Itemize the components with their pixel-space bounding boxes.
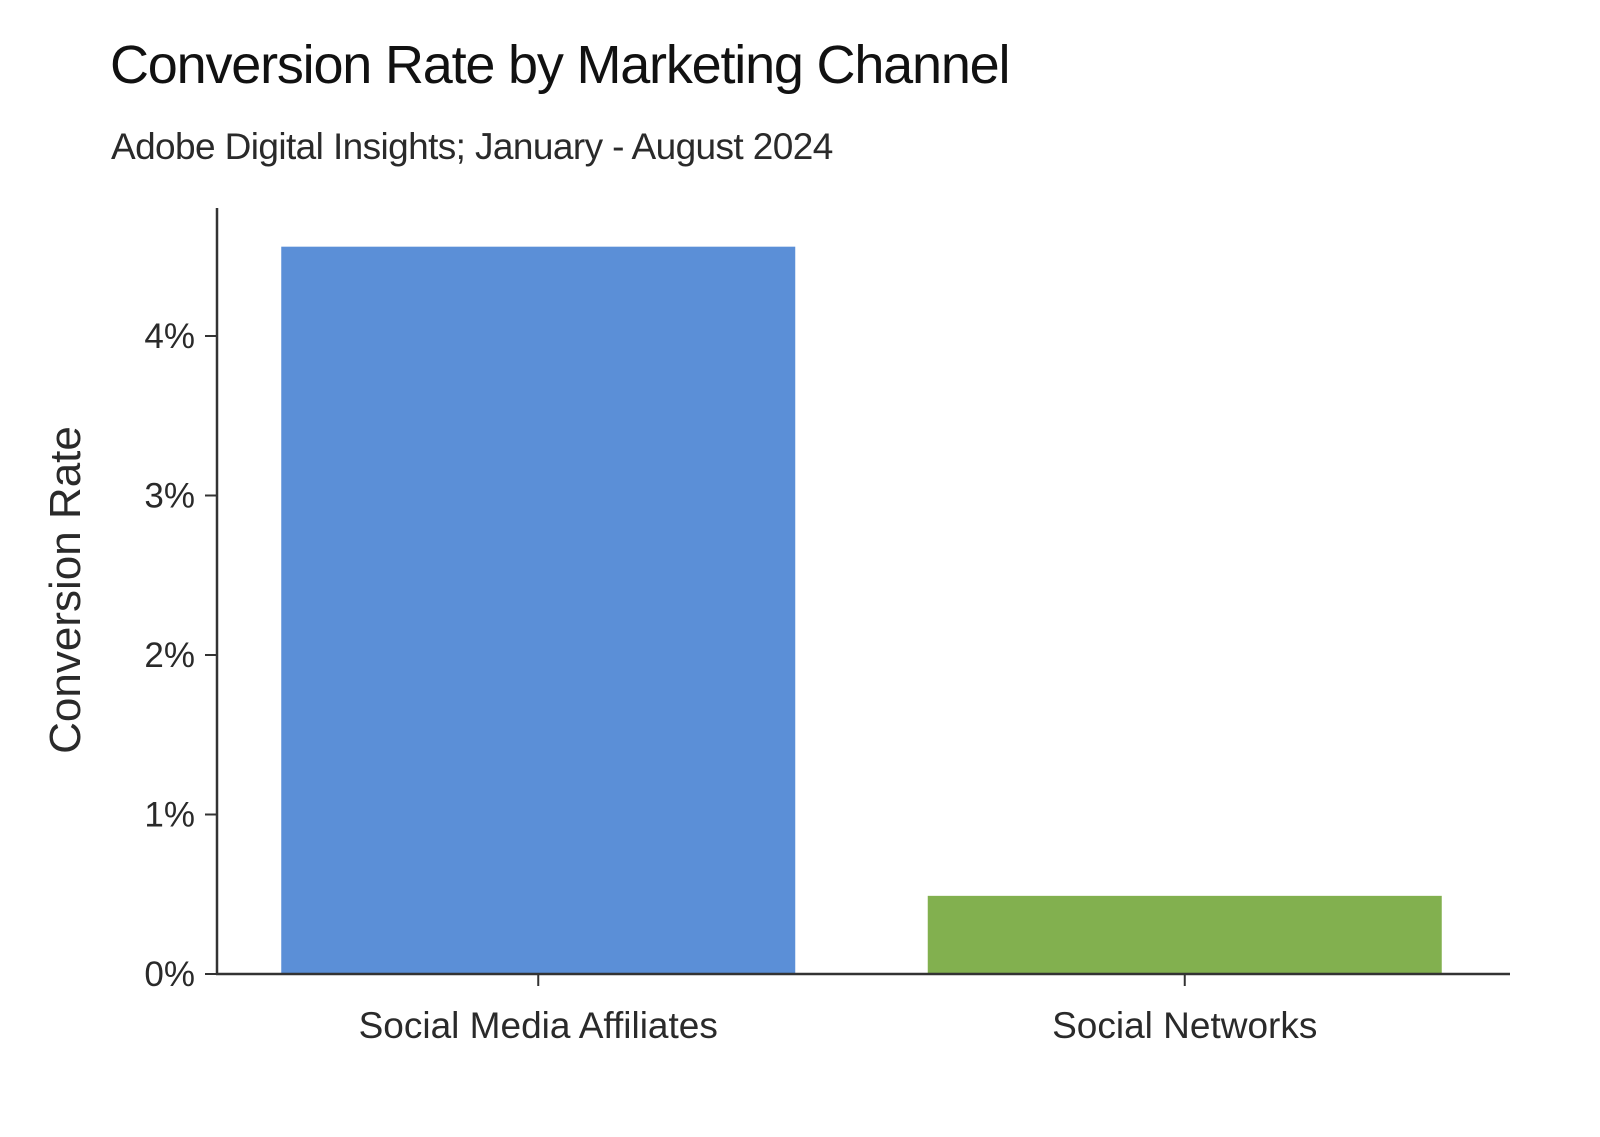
y-tick-label: 2% [144, 636, 195, 675]
y-tick-label: 0% [144, 955, 195, 994]
chart-title: Conversion Rate by Marketing Channel [110, 35, 1010, 95]
bar-social-media-affiliates [281, 246, 796, 974]
bar-social-networks [927, 895, 1442, 974]
y-axis-label: Conversion Rate [41, 426, 90, 754]
y-tick-label: 4% [144, 317, 195, 356]
x-tick-label: Social Networks [1052, 1005, 1317, 1046]
x-tick-label: Social Media Affiliates [359, 1005, 718, 1046]
y-tick-label: 3% [144, 477, 195, 516]
plot-area: Social Media Affiliates Social Networks 0%… [41, 208, 1510, 1046]
y-tick-label: 1% [144, 796, 195, 835]
chart-subtitle: Adobe Digital Insights; January - August… [111, 126, 833, 167]
